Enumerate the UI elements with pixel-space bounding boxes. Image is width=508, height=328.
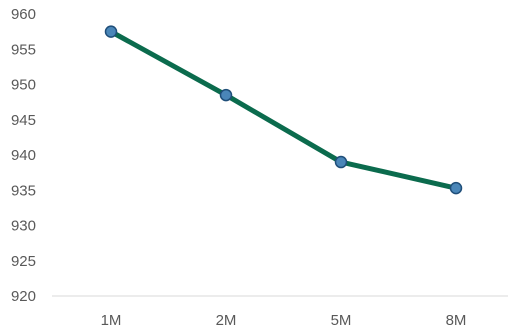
data-point [334, 155, 348, 169]
y-tick-label: 935 [11, 182, 36, 199]
y-tick-label: 955 [11, 41, 36, 58]
y-tick-label: 960 [11, 6, 36, 23]
data-point [219, 88, 233, 102]
y-tick-label: 930 [11, 218, 36, 235]
data-point [104, 25, 118, 38]
x-tick-label: 8M [446, 312, 467, 328]
x-tick-label: 2M [216, 312, 237, 328]
series-line [108, 29, 459, 191]
y-tick-label: 940 [11, 147, 36, 164]
y-tick-label: 945 [11, 112, 36, 129]
data-point [449, 181, 463, 195]
series-layer [104, 25, 463, 195]
y-axis-tick-labels: 920 925 930 935 940 945 950 955 960 [11, 6, 36, 305]
y-tick-label: 950 [11, 77, 36, 94]
x-axis-tick-labels: 1M 2M 5M 8M [101, 312, 467, 328]
x-tick-label: 5M [331, 312, 352, 328]
x-tick-label: 1M [101, 312, 122, 328]
y-tick-label: 925 [11, 253, 36, 270]
y-tick-label: 920 [11, 288, 36, 305]
